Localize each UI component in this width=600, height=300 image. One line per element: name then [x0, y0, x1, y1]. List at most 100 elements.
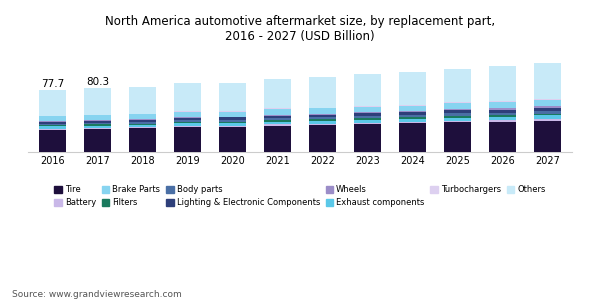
- Bar: [444, 110, 471, 113]
- Bar: [84, 115, 111, 120]
- Bar: [354, 113, 381, 116]
- Bar: [219, 127, 246, 152]
- Bar: [129, 128, 156, 152]
- Bar: [174, 112, 201, 117]
- Bar: [219, 112, 246, 116]
- Bar: [399, 112, 426, 115]
- Bar: [444, 122, 471, 152]
- Bar: [40, 121, 66, 122]
- Bar: [309, 115, 336, 117]
- Bar: [399, 119, 426, 122]
- Bar: [489, 110, 516, 112]
- Bar: [174, 127, 201, 152]
- Bar: [219, 120, 246, 122]
- Bar: [444, 116, 471, 118]
- Bar: [129, 125, 156, 128]
- Bar: [489, 101, 516, 102]
- Bar: [84, 129, 111, 152]
- Bar: [84, 123, 111, 124]
- Bar: [309, 77, 336, 108]
- Bar: [129, 122, 156, 124]
- Bar: [174, 126, 201, 127]
- Text: 80.3: 80.3: [86, 77, 109, 87]
- Bar: [489, 122, 516, 152]
- Bar: [354, 112, 381, 113]
- Text: Source: www.grandviewresearch.com: Source: www.grandviewresearch.com: [12, 290, 182, 299]
- Bar: [219, 116, 246, 118]
- Bar: [84, 120, 111, 121]
- Bar: [40, 124, 66, 125]
- Bar: [129, 87, 156, 114]
- Bar: [444, 103, 471, 109]
- Bar: [489, 115, 516, 117]
- Title: North America automotive aftermarket size, by replacement part,
2016 - 2027 (USD: North America automotive aftermarket siz…: [105, 15, 495, 43]
- Bar: [489, 117, 516, 120]
- Bar: [534, 100, 560, 106]
- Bar: [84, 125, 111, 128]
- Bar: [489, 120, 516, 122]
- Bar: [219, 122, 246, 123]
- Bar: [399, 72, 426, 105]
- Bar: [219, 111, 246, 112]
- Bar: [489, 102, 516, 108]
- Bar: [40, 116, 66, 121]
- Bar: [399, 105, 426, 106]
- Bar: [399, 117, 426, 119]
- Bar: [309, 109, 336, 114]
- Bar: [264, 118, 291, 120]
- Bar: [444, 121, 471, 122]
- Bar: [264, 115, 291, 116]
- Text: 77.7: 77.7: [41, 80, 64, 89]
- Bar: [40, 129, 66, 130]
- Bar: [264, 124, 291, 126]
- Bar: [534, 114, 560, 116]
- Bar: [534, 99, 560, 100]
- Bar: [129, 124, 156, 125]
- Bar: [84, 88, 111, 115]
- Bar: [534, 119, 560, 121]
- Bar: [354, 74, 381, 106]
- Bar: [534, 106, 560, 108]
- Bar: [40, 130, 66, 152]
- Bar: [84, 128, 111, 129]
- Bar: [129, 114, 156, 119]
- Bar: [309, 108, 336, 109]
- Bar: [264, 120, 291, 122]
- Bar: [40, 126, 66, 129]
- Bar: [489, 66, 516, 101]
- Bar: [534, 116, 560, 119]
- Bar: [309, 121, 336, 124]
- Bar: [354, 124, 381, 152]
- Bar: [129, 120, 156, 122]
- Bar: [534, 63, 560, 99]
- Bar: [354, 118, 381, 120]
- Bar: [444, 109, 471, 110]
- Bar: [264, 116, 291, 118]
- Bar: [174, 122, 201, 123]
- Bar: [174, 83, 201, 111]
- Bar: [309, 119, 336, 121]
- Bar: [534, 111, 560, 114]
- Bar: [444, 102, 471, 103]
- Bar: [399, 123, 426, 152]
- Bar: [264, 79, 291, 109]
- Bar: [219, 126, 246, 127]
- Bar: [444, 118, 471, 121]
- Bar: [399, 111, 426, 112]
- Bar: [40, 125, 66, 126]
- Bar: [309, 124, 336, 125]
- Bar: [354, 123, 381, 124]
- Bar: [399, 122, 426, 123]
- Bar: [489, 108, 516, 110]
- Bar: [399, 106, 426, 111]
- Legend: Tire, Battery, Brake Parts, Filters, Body parts, Lighting & Electronic Component: Tire, Battery, Brake Parts, Filters, Bod…: [55, 185, 545, 207]
- Bar: [40, 122, 66, 124]
- Bar: [174, 111, 201, 112]
- Bar: [84, 124, 111, 125]
- Bar: [219, 82, 246, 111]
- Bar: [219, 118, 246, 120]
- Bar: [444, 69, 471, 102]
- Bar: [129, 119, 156, 120]
- Bar: [264, 126, 291, 152]
- Bar: [309, 114, 336, 115]
